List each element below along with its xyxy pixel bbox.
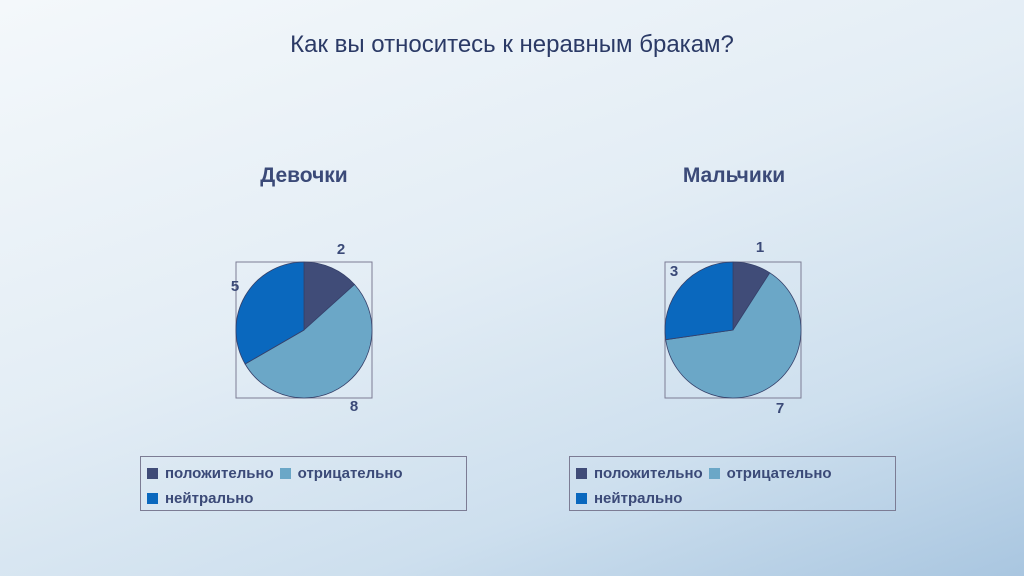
legend-label-negative: отрицательно — [297, 465, 403, 482]
legend-label-neutral: нейтрально — [165, 490, 254, 507]
data-label-neutral: 3 — [670, 263, 678, 280]
pie-girls: 2 8 5 — [231, 241, 373, 415]
legend-item-negative: отрицательно — [708, 465, 832, 482]
pie-slice-negative — [665, 272, 802, 399]
legend-swatch-neutral — [576, 493, 587, 504]
chart-title-girls: Девочки — [260, 164, 348, 187]
legend-label-negative: отрицательно — [726, 465, 832, 482]
data-label-positive: 2 — [337, 241, 345, 258]
legend-swatch-negative — [279, 468, 291, 479]
pie-slice-neutral — [664, 261, 734, 341]
legend-boys: положительно отрицательно нейтрально — [569, 456, 896, 511]
legend-swatch-positive — [576, 468, 587, 479]
legend-swatch-negative — [708, 468, 720, 479]
legend-item-positive: положительно — [576, 465, 703, 482]
legend-label-positive: положительно — [165, 465, 274, 482]
pie-slice-negative — [244, 283, 373, 399]
data-label-neutral: 5 — [231, 278, 239, 295]
legend-swatch-neutral — [147, 493, 158, 504]
pie-boys: 1 7 3 — [664, 239, 802, 417]
legend-girls: положительно отрицательно нейтрально — [140, 456, 467, 511]
legend-item-neutral: нейтрально — [576, 490, 682, 507]
chart-title-boys: Мальчики — [682, 164, 786, 187]
legend-label-positive: положительно — [594, 465, 703, 482]
legend-item-positive: положительно — [147, 465, 274, 482]
legend-item-negative: отрицательно — [279, 465, 403, 482]
legend-swatch-positive — [147, 468, 158, 479]
pie-slice-neutral — [235, 261, 305, 365]
data-label-positive: 1 — [756, 239, 764, 256]
data-label-negative: 8 — [350, 398, 358, 415]
legend-item-neutral: нейтрально — [147, 490, 253, 507]
legend-label-neutral: нейтрально — [594, 490, 683, 507]
pie-slice-positive — [303, 261, 356, 331]
data-label-negative: 7 — [776, 400, 784, 417]
slide-title: Как вы относитесь к неравным бракам? — [290, 31, 734, 58]
